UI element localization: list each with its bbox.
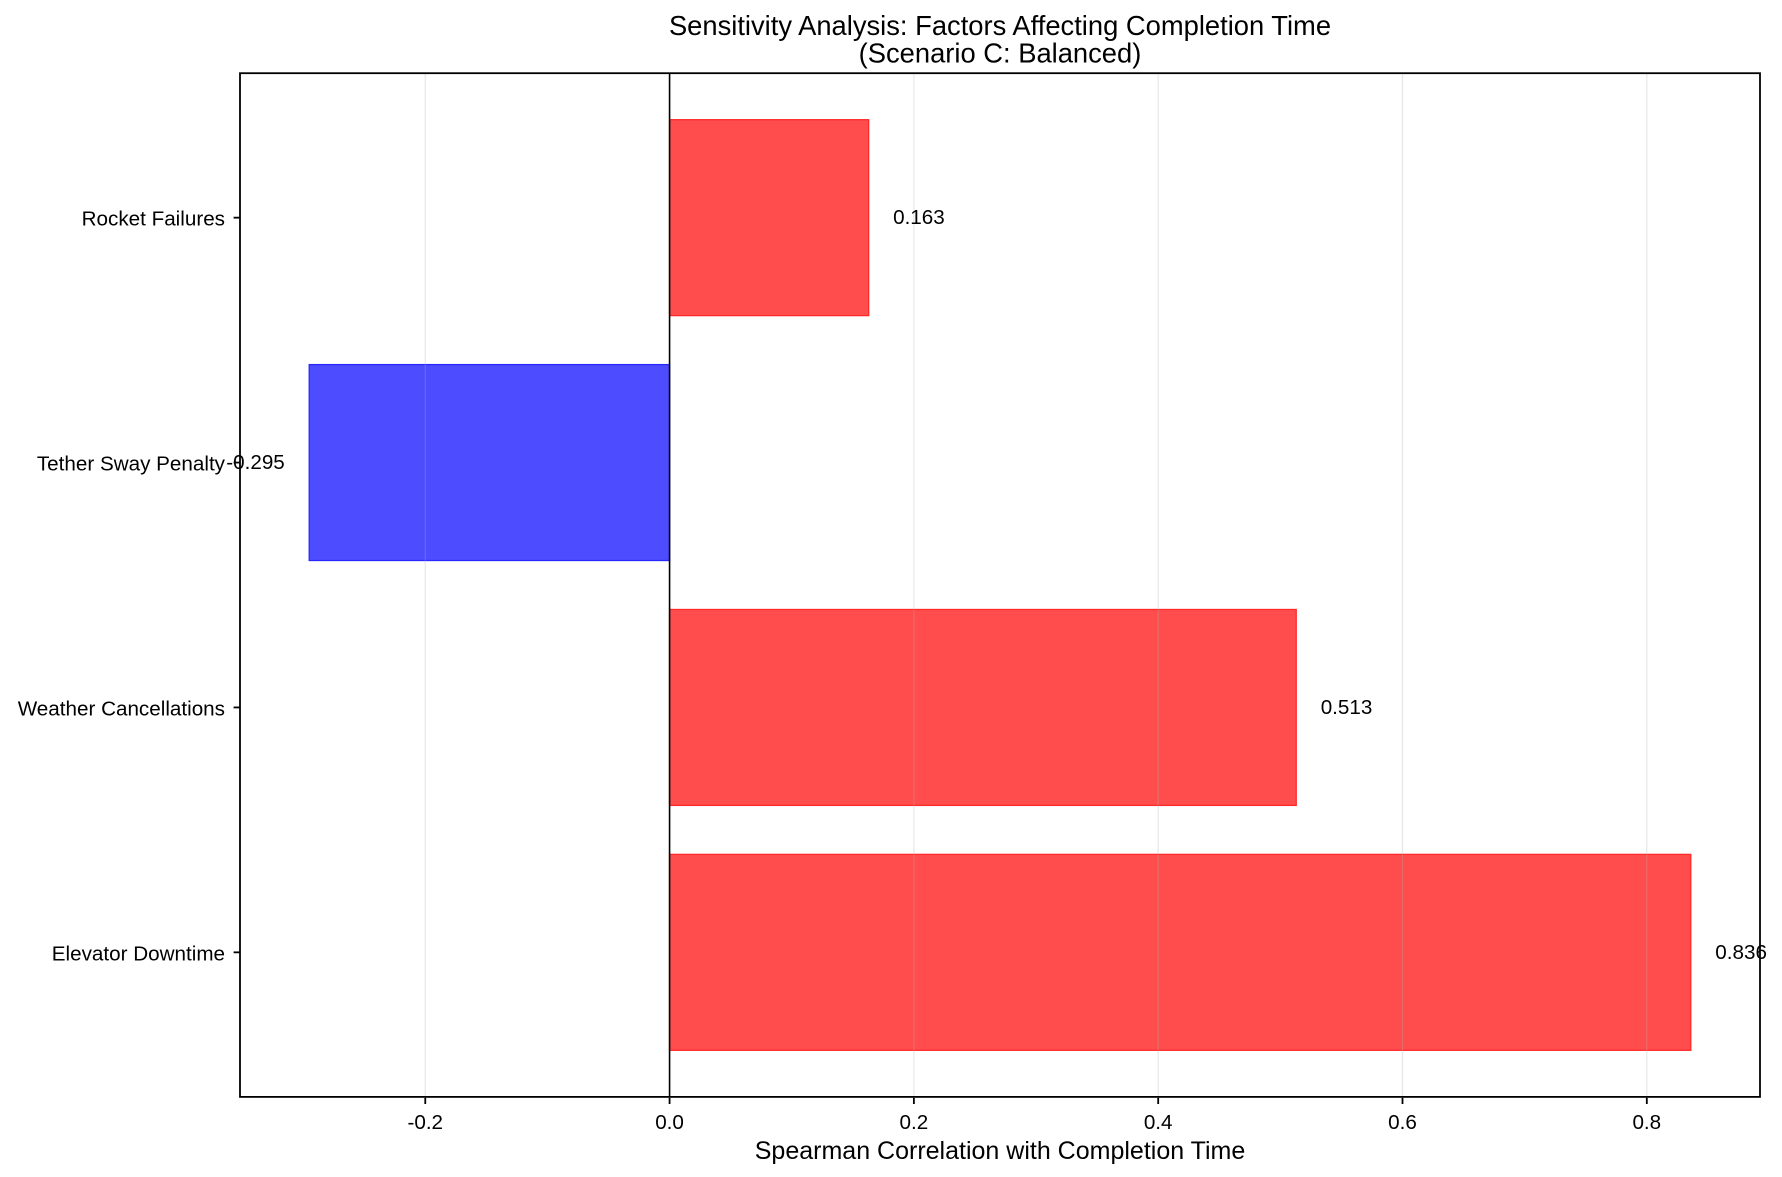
svg-text:-0.295: -0.295 [226, 451, 285, 474]
svg-text:Rocket Failures: Rocket Failures [82, 208, 225, 231]
svg-text:0.163: 0.163 [893, 206, 945, 229]
svg-text:0.6: 0.6 [1388, 1111, 1417, 1134]
svg-text:0.8: 0.8 [1632, 1111, 1661, 1134]
svg-text:Spearman Correlation with Comp: Spearman Correlation with Completion Tim… [755, 1137, 1246, 1165]
svg-text:(Scenario C: Balanced): (Scenario C: Balanced) [859, 37, 1142, 68]
svg-text:0.836: 0.836 [1715, 941, 1767, 964]
svg-text:Tether Sway Penalty: Tether Sway Penalty [37, 453, 226, 476]
svg-text:Elevator Downtime: Elevator Downtime [52, 942, 225, 965]
svg-text:0.2: 0.2 [900, 1111, 929, 1134]
svg-text:-0.2: -0.2 [407, 1111, 443, 1134]
svg-text:0.4: 0.4 [1144, 1111, 1173, 1134]
svg-text:0.513: 0.513 [1321, 696, 1373, 719]
svg-text:Sensitivity Analysis: Factors: Sensitivity Analysis: Factors Affecting … [669, 10, 1331, 41]
svg-text:Weather Cancellations: Weather Cancellations [18, 698, 225, 721]
svg-text:0.0: 0.0 [655, 1111, 684, 1134]
